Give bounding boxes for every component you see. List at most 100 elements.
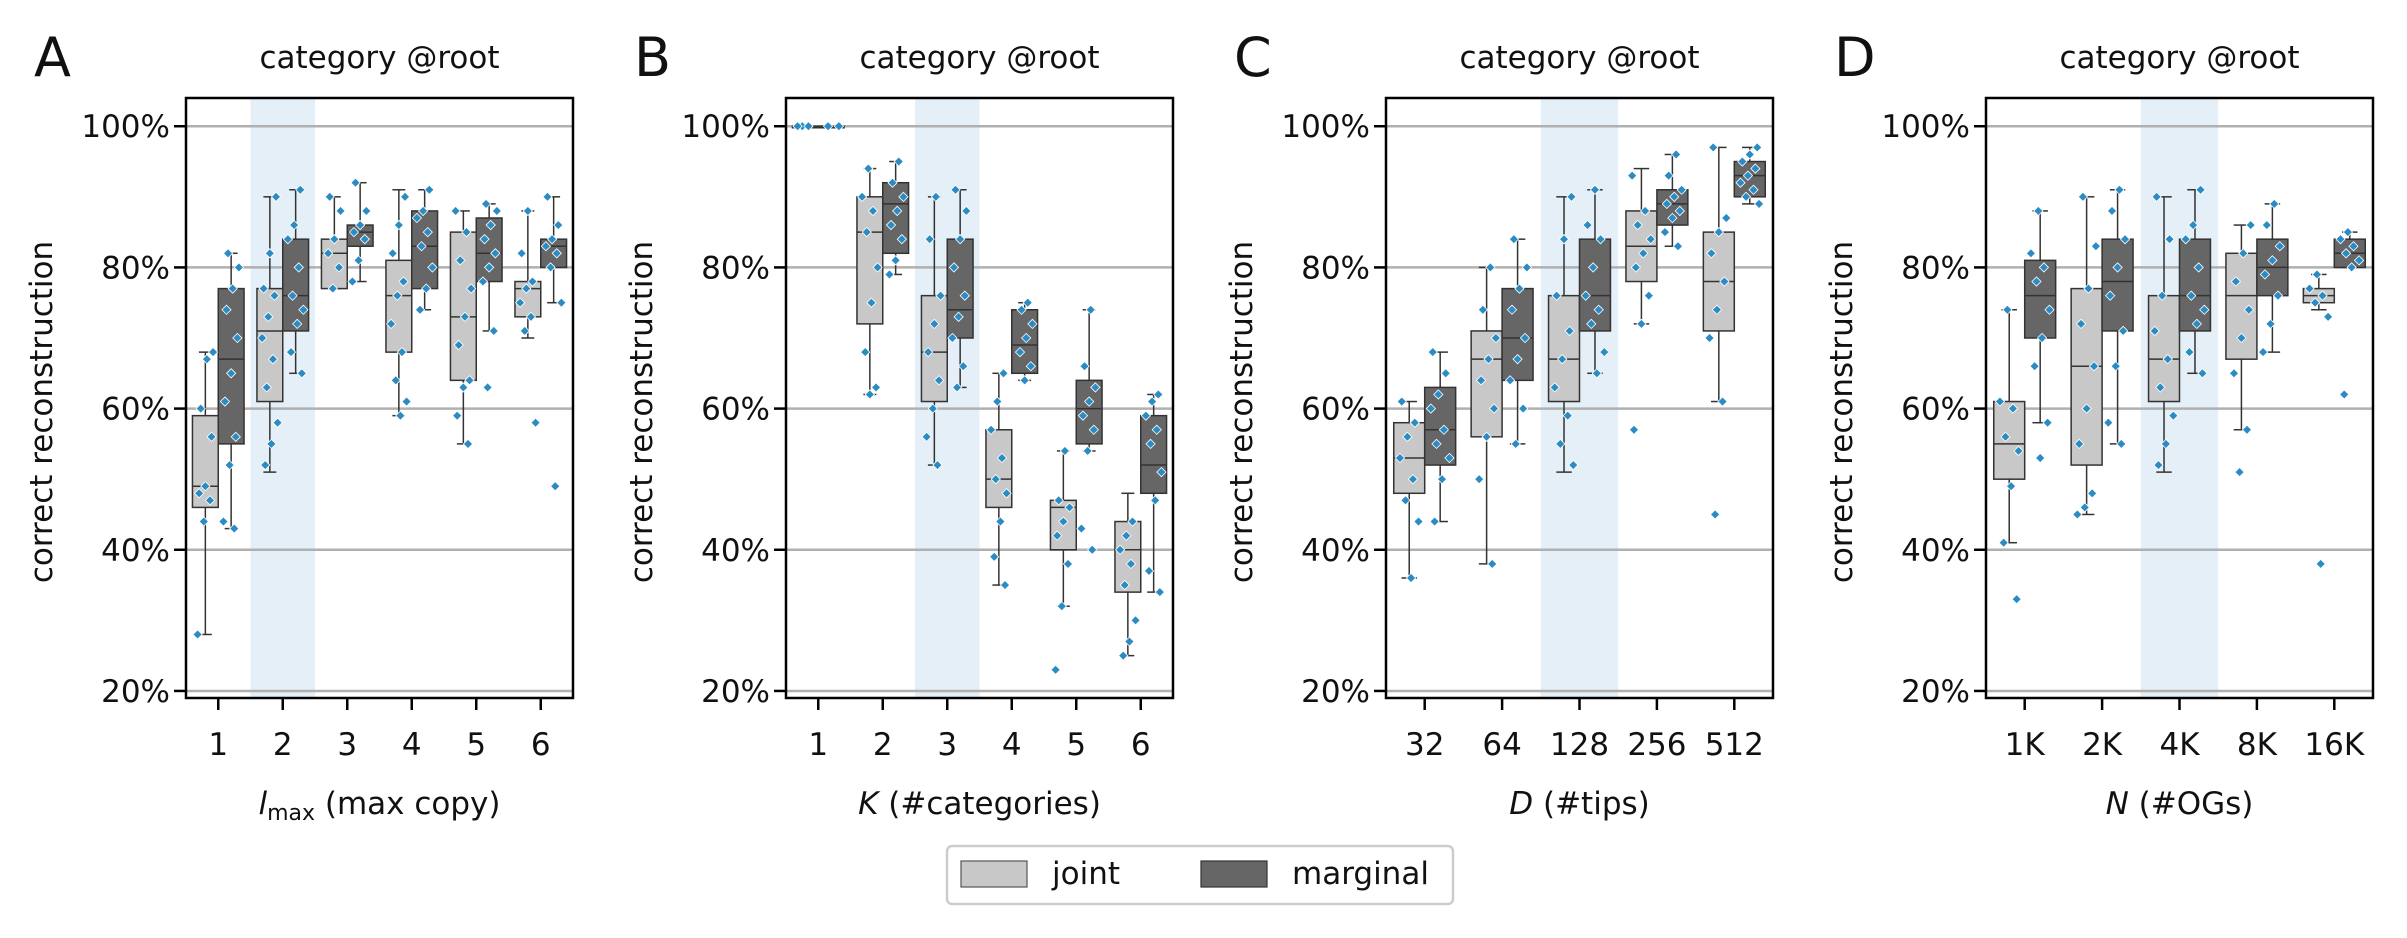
- data-point: [2114, 184, 2125, 195]
- data-point: [542, 191, 553, 202]
- data-point: [2042, 417, 2053, 428]
- data-point: [361, 205, 372, 217]
- data-point: [1626, 170, 1638, 181]
- x-tick-label: 4: [402, 727, 422, 763]
- data-point: [954, 234, 966, 245]
- box: [1075, 379, 1103, 445]
- data-point: [218, 516, 229, 527]
- y-tick-label: 40%: [1901, 533, 1970, 569]
- data-point: [2160, 438, 2172, 450]
- data-point: [329, 234, 340, 245]
- marginal-box-8K: [2256, 203, 2289, 353]
- data-point: [1742, 170, 1754, 181]
- data-point: [522, 205, 534, 217]
- data-point: [2191, 318, 2203, 330]
- x-tick-label: 4: [1002, 727, 1022, 763]
- box: [411, 210, 439, 290]
- data-point: [1090, 382, 1101, 393]
- data-point: [1487, 558, 1498, 570]
- data-point: [929, 318, 940, 330]
- data-point: [933, 375, 945, 386]
- data-point: [225, 368, 237, 379]
- data-point: [803, 121, 814, 132]
- panel-d: 20% 40% 60% 80% 100% 1K 2K 4K 8K 16K category @roo…: [1824, 26, 2375, 822]
- data-point: [261, 382, 272, 393]
- data-point: [2228, 368, 2240, 379]
- data-point: [461, 226, 472, 238]
- panel-label: D: [1834, 26, 1876, 89]
- data-point: [950, 184, 961, 195]
- data-point: [1088, 424, 1099, 435]
- data-point: [1517, 403, 1529, 414]
- data-point: [1628, 424, 1640, 435]
- data-point: [1709, 509, 1721, 520]
- panel-b: 20% 40% 60% 80% 100% 1 2 3 4 5 6 category @root Bcor…: [624, 26, 1175, 822]
- data-point: [2044, 304, 2055, 315]
- data-point: [822, 121, 834, 132]
- joint-box-2: [856, 167, 884, 396]
- data-point: [1425, 403, 1437, 414]
- panel-title: category @root: [259, 40, 499, 76]
- data-point: [995, 516, 1006, 527]
- box: [1470, 330, 1503, 438]
- data-point: [417, 205, 429, 217]
- data-point: [1429, 516, 1440, 527]
- data-point: [527, 276, 538, 287]
- data-point: [2119, 234, 2131, 245]
- data-point: [256, 332, 268, 344]
- data-point: [333, 262, 345, 273]
- data-point: [288, 219, 300, 231]
- y-tick-label: 100%: [81, 109, 170, 145]
- x-axis-label: D (#tips): [1509, 786, 1650, 822]
- data-point: [1022, 297, 1033, 308]
- joint-box-1: [191, 351, 219, 636]
- data-point: [1146, 396, 1158, 407]
- data-point: [462, 438, 474, 450]
- marginal-box-64: [1501, 238, 1534, 445]
- plot-frame: [1984, 96, 2375, 700]
- data-point: [1153, 389, 1164, 400]
- data-point: [359, 234, 370, 245]
- data-point: [1121, 530, 1132, 541]
- data-point: [1551, 290, 1562, 301]
- data-point: [2156, 290, 2168, 301]
- data-point: [411, 212, 423, 224]
- data-point: [2322, 311, 2334, 322]
- data-point: [227, 283, 238, 294]
- data-point: [2267, 255, 2278, 266]
- data-point: [1014, 346, 1026, 358]
- data-point: [2164, 234, 2175, 245]
- data-point: [958, 361, 969, 372]
- data-point: [546, 234, 558, 245]
- y-tick-label: 60%: [701, 392, 770, 428]
- data-point: [224, 459, 235, 471]
- data-point: [1735, 177, 1746, 188]
- y-axis-label: correct reconstruction: [624, 241, 660, 583]
- data-point: [353, 255, 364, 266]
- joint-box-3: [920, 196, 949, 466]
- data-point: [1711, 304, 1723, 315]
- joint-box-512: [1702, 146, 1736, 403]
- data-point: [414, 304, 426, 315]
- box: [2023, 259, 2057, 339]
- data-point: [893, 156, 904, 167]
- y-tick-label: 80%: [1901, 250, 1970, 286]
- data-point: [792, 121, 803, 132]
- data-point: [2013, 445, 2024, 457]
- data-point: [545, 262, 556, 273]
- data-point: [2187, 219, 2199, 231]
- data-point: [2230, 276, 2242, 287]
- box: [1992, 400, 2026, 480]
- data-point: [2311, 269, 2323, 280]
- data-point: [458, 382, 469, 393]
- data-point: [477, 276, 489, 287]
- data-point: [896, 234, 908, 245]
- data-point: [455, 255, 466, 266]
- plot-frame: [784, 96, 1175, 700]
- data-point: [385, 318, 397, 330]
- data-point: [2342, 226, 2354, 238]
- data-point: [1713, 226, 1724, 238]
- marginal-box-3: [946, 189, 974, 389]
- data-point: [1477, 304, 1489, 315]
